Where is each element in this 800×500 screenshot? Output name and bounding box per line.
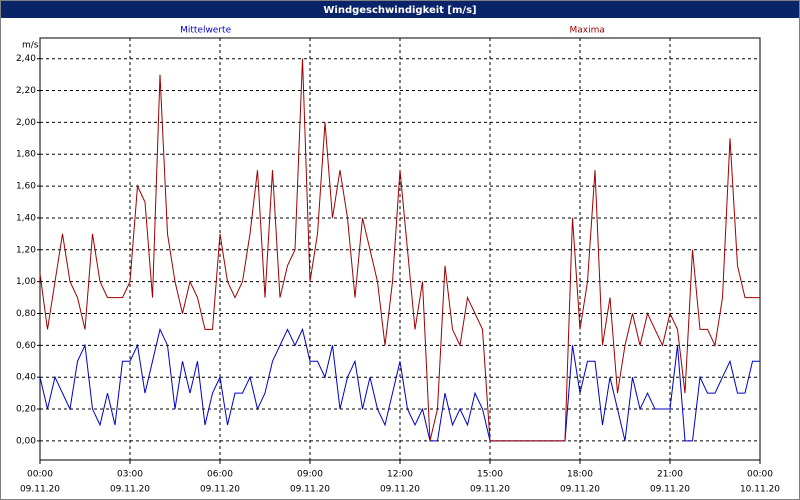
y-tick-label: 1,60: [16, 182, 36, 192]
y-tick-label: 2,40: [16, 54, 36, 64]
x-tick-date: 09.11.20: [650, 485, 690, 495]
x-tick-date: 09.11.20: [110, 485, 150, 495]
y-tick-label: 1,20: [16, 245, 36, 255]
data-line: [39, 327, 760, 442]
x-tick-date: 09.11.20: [560, 485, 600, 495]
y-tick-label: 2,20: [16, 86, 36, 96]
x-tick-label: 09:00: [297, 470, 323, 480]
x-tick-date: 09.11.20: [200, 485, 240, 495]
x-tick-label: 06:00: [207, 470, 233, 480]
x-tick-label: 12:00: [387, 470, 413, 480]
title-bar: [1, 1, 799, 18]
x-tick-label: 15:00: [477, 470, 503, 480]
y-tick-label: 1,00: [16, 277, 36, 287]
y-tick-label: 1,40: [16, 213, 36, 223]
chart-title: Windgeschwindigkeit [m/s]: [323, 5, 476, 16]
y-tick-label: 0,60: [16, 341, 36, 351]
x-tick-date: 09.11.20: [470, 485, 510, 495]
x-tick-date: 09.11.20: [380, 485, 420, 495]
y-tick-label: 2,00: [16, 118, 36, 128]
x-tick-label: 18:00: [567, 470, 593, 480]
x-tick-label: 21:00: [657, 470, 683, 480]
y-tick-label: 1,80: [16, 150, 36, 160]
x-tick-date: 10.11.20: [740, 485, 780, 495]
legend-entry: Maxima: [570, 26, 605, 36]
legend-entry: Mittelwerte: [180, 26, 231, 36]
x-tick-label: 00:00: [747, 470, 773, 480]
x-tick-date: 09.11.20: [20, 485, 60, 495]
data-line: [39, 58, 760, 442]
y-tick-label: 0,80: [16, 309, 36, 319]
y-tick-label: 0,20: [16, 405, 36, 415]
x-tick-date: 09.11.20: [290, 485, 330, 495]
y-tick-label: 0,40: [16, 373, 36, 383]
x-tick-label: 00:00: [27, 470, 53, 480]
y-tick-label: 0,00: [16, 436, 36, 446]
y-unit: m/s: [22, 41, 39, 51]
x-tick-label: 03:00: [117, 470, 143, 480]
